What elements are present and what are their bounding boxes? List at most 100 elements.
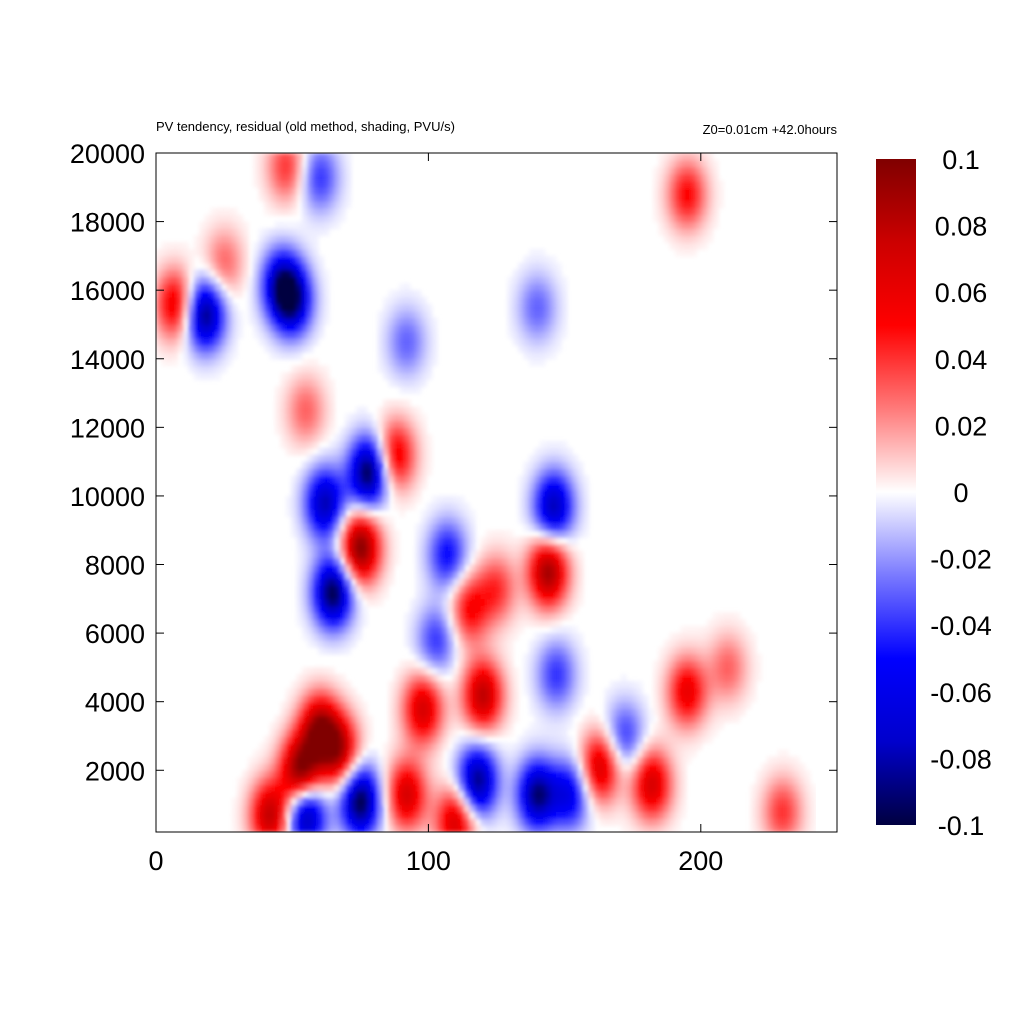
heatmap-cell — [701, 180, 708, 188]
heatmap-cell — [799, 770, 806, 778]
heatmap-cell — [285, 269, 292, 278]
heatmap-cell — [312, 763, 319, 771]
heatmap-cell — [296, 797, 303, 806]
heatmap-cell — [215, 324, 222, 332]
heatmap-cell — [242, 770, 249, 778]
heatmap-cell — [258, 173, 265, 182]
heatmap-cell — [312, 468, 319, 476]
heatmap-cell — [588, 715, 595, 723]
heatmap-cell — [788, 777, 795, 785]
heatmap-cell — [685, 660, 692, 668]
heatmap-cell — [404, 454, 411, 463]
heatmap-cell — [685, 207, 692, 216]
heatmap-cell — [410, 708, 417, 717]
heatmap-cell — [355, 427, 362, 435]
heatmap-cell — [664, 742, 671, 751]
heatmap-cell — [453, 722, 460, 730]
heatmap-cell — [285, 804, 292, 813]
heatmap-cell — [274, 255, 281, 264]
heatmap-cell — [285, 742, 292, 751]
heatmap-cell — [604, 756, 611, 765]
heatmap-cell — [415, 557, 422, 566]
heatmap-cell — [393, 674, 400, 682]
heatmap-cell — [593, 790, 600, 799]
heatmap-cell — [496, 639, 503, 648]
heatmap-cell — [258, 249, 265, 257]
heatmap-cell — [383, 543, 389, 552]
heatmap-cell — [561, 297, 568, 305]
heatmap-cell — [561, 598, 568, 607]
heatmap-cell — [399, 777, 406, 785]
heatmap-cell — [691, 735, 698, 744]
heatmap-cell — [426, 783, 433, 792]
heatmap-cell — [761, 790, 768, 799]
heatmap-cell — [318, 598, 325, 607]
heatmap-cell — [237, 276, 244, 284]
heatmap-cell — [415, 441, 422, 449]
heatmap-cell — [464, 667, 471, 675]
heatmap-cell — [296, 530, 303, 538]
heatmap-cell — [647, 708, 654, 717]
heatmap-cell — [550, 297, 557, 305]
heatmap-cell — [539, 276, 546, 284]
heatmap-cell — [782, 818, 789, 826]
heatmap-cell — [550, 269, 557, 278]
heatmap-cell — [550, 770, 557, 778]
heatmap-cell — [377, 406, 384, 415]
heatmap-cell — [361, 797, 368, 806]
heatmap-cell — [750, 797, 757, 806]
heatmap-cell — [161, 249, 168, 257]
heatmap-cell — [383, 310, 389, 319]
heatmap-cell — [550, 338, 557, 346]
heatmap-cell — [404, 612, 411, 620]
heatmap-cell — [615, 701, 622, 710]
heatmap-cell — [572, 681, 579, 689]
heatmap-cell — [415, 475, 422, 483]
heatmap-cell — [469, 811, 476, 819]
heatmap-cell — [437, 722, 444, 730]
heatmap-cell — [323, 365, 330, 374]
heatmap-cell — [183, 345, 190, 353]
heatmap-cell — [691, 715, 698, 723]
heatmap-cell — [328, 598, 335, 607]
heatmap-cell — [685, 735, 692, 744]
heatmap-cell — [550, 290, 557, 298]
heatmap-cell — [555, 804, 562, 813]
heatmap-cell — [474, 742, 481, 751]
heatmap-cell — [345, 489, 352, 497]
heatmap-cell — [312, 564, 319, 572]
heatmap-cell — [166, 255, 173, 264]
heatmap-cell — [653, 166, 660, 175]
heatmap-cell — [345, 454, 352, 463]
heatmap-cell — [474, 763, 481, 771]
heatmap-cell — [280, 763, 287, 771]
heatmap-cell — [377, 317, 384, 326]
heatmap-cell — [291, 502, 298, 511]
heatmap-cell — [307, 372, 314, 380]
heatmap-cell — [480, 674, 487, 682]
heatmap-cell — [404, 818, 411, 826]
heatmap-cell — [431, 509, 438, 518]
heatmap-cell — [658, 653, 665, 662]
heatmap-cell — [361, 406, 368, 415]
heatmap-cell — [507, 660, 514, 668]
heatmap-cell — [647, 790, 654, 799]
heatmap-cell — [566, 468, 573, 476]
heatmap-cell — [188, 310, 195, 319]
heatmap-cell — [637, 715, 644, 723]
heatmap-cell — [415, 386, 422, 394]
heatmap-cell — [534, 639, 541, 648]
heatmap-cell — [339, 550, 346, 559]
heatmap-cell — [415, 358, 422, 367]
heatmap-cell — [701, 694, 708, 703]
heatmap-cell — [550, 667, 557, 675]
heatmap-cell — [566, 537, 573, 545]
heatmap-cell — [610, 777, 616, 785]
heatmap-cell — [415, 351, 422, 360]
heatmap-cell — [410, 427, 417, 435]
heatmap-cell — [318, 619, 325, 627]
heatmap-cell — [442, 777, 449, 785]
heatmap-cell — [307, 365, 314, 374]
heatmap-cell — [242, 221, 249, 230]
heatmap-cell — [637, 818, 644, 826]
